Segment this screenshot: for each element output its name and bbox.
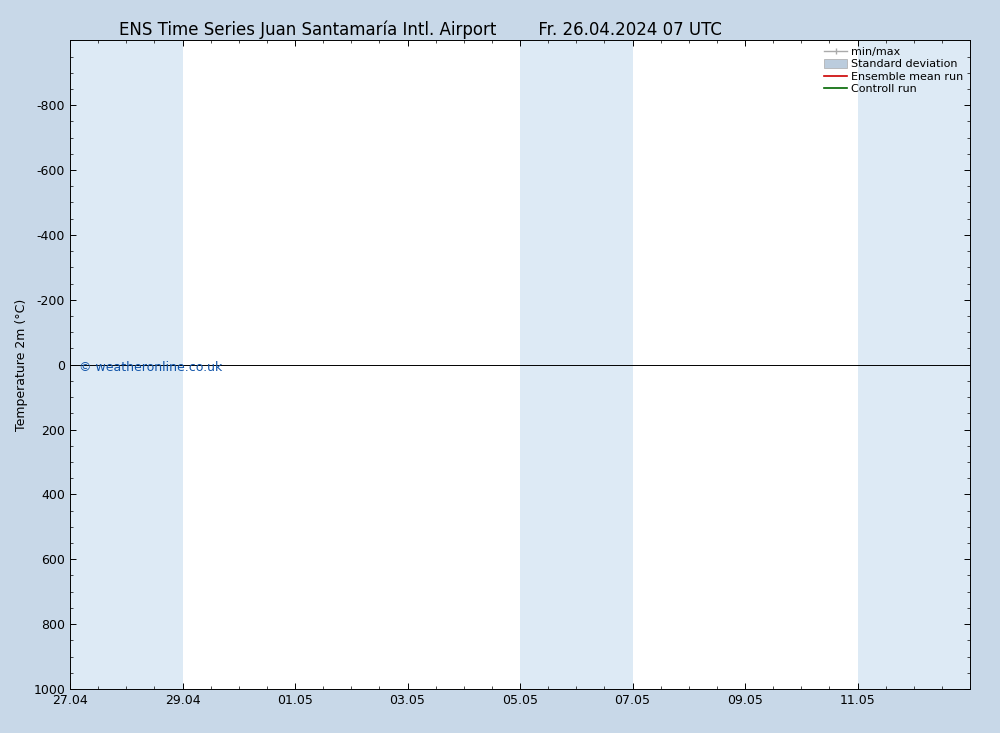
Bar xyxy=(576,40,633,689)
Bar xyxy=(858,40,970,689)
Text: ENS Time Series Juan Santamaría Intl. Airport        Fr. 26.04.2024 07 UTC: ENS Time Series Juan Santamaría Intl. Ai… xyxy=(119,21,721,39)
Legend: min/max, Standard deviation, Ensemble mean run, Controll run: min/max, Standard deviation, Ensemble me… xyxy=(821,44,967,97)
Text: © weatheronline.co.uk: © weatheronline.co.uk xyxy=(79,361,222,375)
Bar xyxy=(70,40,126,689)
Bar xyxy=(126,40,182,689)
Bar xyxy=(520,40,576,689)
Y-axis label: Temperature 2m (°C): Temperature 2m (°C) xyxy=(15,298,28,431)
